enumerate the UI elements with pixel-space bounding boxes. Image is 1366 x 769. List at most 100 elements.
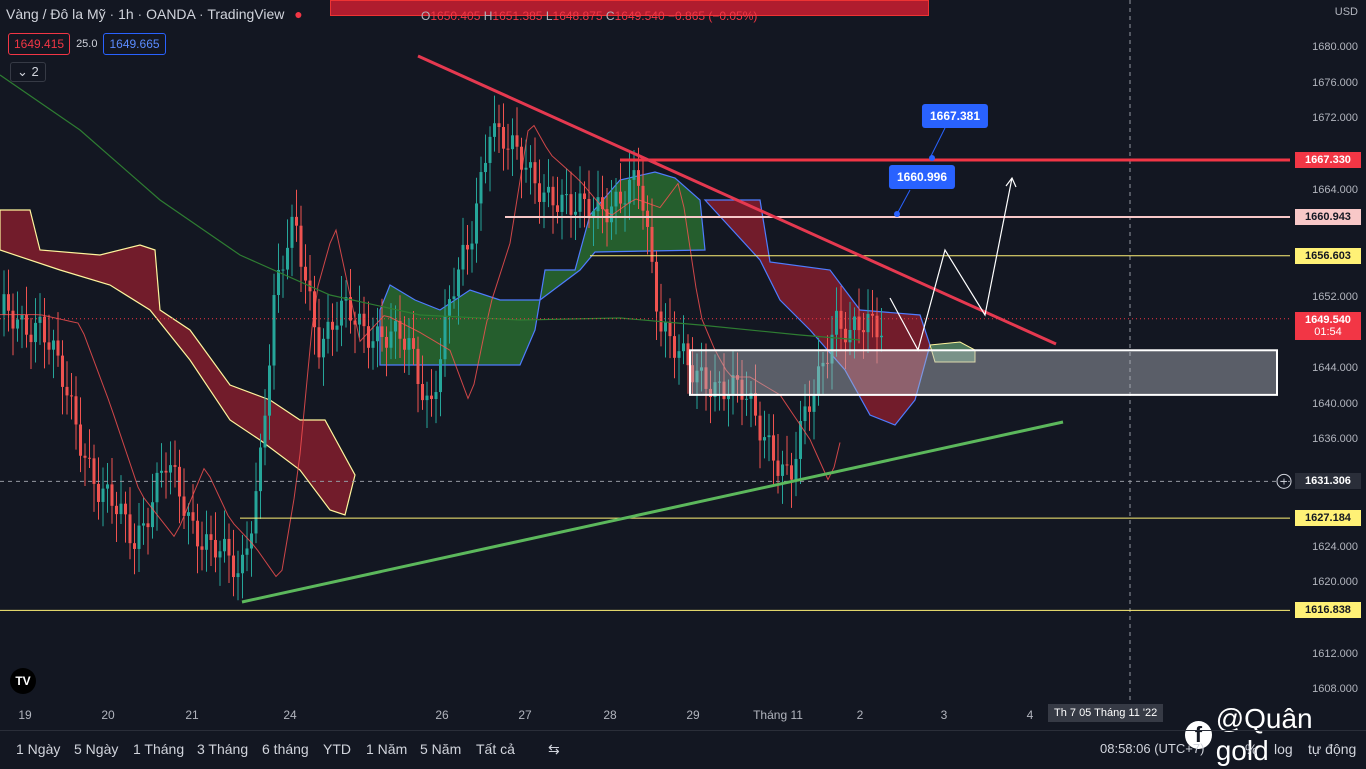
candle-body	[394, 320, 397, 332]
candle-body	[772, 435, 775, 461]
candle-body	[362, 313, 366, 327]
auto-toggle[interactable]: tự động	[1308, 741, 1357, 757]
candle-body	[160, 470, 163, 473]
candle-body	[461, 244, 465, 270]
candle-body	[502, 127, 505, 149]
candle-body	[479, 172, 483, 204]
candle-body	[830, 334, 834, 364]
timeframe[interactable]: 1h	[118, 6, 134, 22]
candle-body	[241, 554, 244, 574]
price-tick: 1680.000	[1312, 41, 1358, 53]
candle-body	[614, 191, 618, 207]
time-tick: 24	[283, 708, 297, 722]
price-chart[interactable]: +	[0, 0, 1366, 730]
candle-body	[650, 226, 654, 262]
bottom-toolbar: 1 Ngày 5 Ngày 1 Tháng 3 Tháng 6 tháng YTD 1 Nă…	[0, 730, 1366, 769]
candle-body	[875, 315, 879, 338]
candle-body	[151, 502, 154, 528]
callout-high[interactable]: 1667.381	[921, 104, 989, 128]
price-tag[interactable]: 1631.306	[1295, 473, 1361, 490]
platform: TradingView	[207, 6, 285, 22]
tradingview-logo-icon[interactable]: TV	[10, 668, 36, 694]
candle-body	[835, 310, 838, 335]
callout-mid[interactable]: 1660.996	[888, 165, 956, 189]
candle-body	[227, 538, 231, 556]
candle-body	[128, 514, 132, 544]
sell-button[interactable]: 1649.415	[8, 33, 71, 55]
price-tag[interactable]: 1616.838	[1295, 602, 1361, 619]
candle-body	[299, 225, 303, 267]
range-button[interactable]: Tất cả	[476, 741, 515, 757]
clock[interactable]: 08:58:06 (UTC+7)	[1100, 741, 1205, 756]
candle-body	[232, 555, 235, 578]
moving-average-red	[0, 124, 841, 578]
candle-body	[592, 211, 595, 219]
price-tag-value: 1616.838	[1305, 604, 1351, 617]
candle-body	[218, 551, 222, 558]
candle-body	[785, 464, 789, 466]
price-tag[interactable]: 1667.330	[1295, 152, 1361, 169]
candle-body	[200, 546, 204, 550]
candle-body	[286, 247, 289, 270]
candle-body	[587, 199, 591, 219]
log-toggle[interactable]: log	[1274, 741, 1293, 757]
market-dot-icon: ●	[294, 6, 303, 22]
range-button[interactable]: 1 Tháng	[133, 741, 185, 757]
candle-body	[619, 191, 622, 204]
candle-body	[214, 539, 217, 558]
price-tag[interactable]: 1649.540 01:54	[1295, 311, 1361, 340]
price-tag[interactable]: 1627.184	[1295, 510, 1361, 527]
candle-body	[295, 216, 298, 226]
time-axis[interactable]: 19 20 21 24 26 27 28 29 Tháng 11 2 3 4	[0, 700, 1290, 728]
range-button[interactable]: YTD	[323, 741, 351, 757]
price-tag-value: 1627.184	[1305, 512, 1351, 525]
candle-body	[182, 496, 186, 516]
callout-anchor	[929, 155, 935, 161]
price-tick: 1608.000	[1312, 683, 1358, 696]
candle-body	[484, 162, 487, 173]
cloud-green-future	[929, 341, 976, 363]
candle-body	[110, 484, 114, 506]
buy-button[interactable]: 1649.665	[103, 33, 166, 55]
candle-body	[376, 326, 379, 342]
indicators-toggle[interactable]: ⌄ 2	[10, 62, 46, 82]
candle-body	[862, 330, 865, 333]
add-alert-icon	[1276, 473, 1292, 489]
range-button[interactable]: 1 Năm	[366, 741, 408, 757]
currency-label[interactable]: USD	[1334, 6, 1358, 18]
spread: 25.0	[76, 38, 98, 50]
quote-row: 1649.415 25.0 1649.665	[8, 33, 166, 55]
callout-connector	[896, 189, 911, 215]
candle-body	[866, 313, 870, 333]
range-button[interactable]: 6 tháng	[262, 741, 309, 757]
range-button[interactable]: 3 Tháng	[197, 741, 249, 757]
time-tick: 3	[940, 708, 948, 722]
range-button[interactable]: 1 Ngày	[16, 741, 61, 757]
candle-body	[551, 186, 555, 206]
range-button[interactable]: 5 Ngày	[74, 741, 119, 757]
date-range-icon[interactable]: ⇆	[548, 741, 560, 757]
candle-body	[97, 483, 100, 502]
price-tag-value: 1667.330	[1305, 154, 1351, 167]
price-tag-value: 1631.306	[1305, 475, 1351, 488]
candle-body	[74, 396, 78, 425]
candle-body	[790, 465, 793, 480]
candle-body	[412, 338, 415, 349]
percent-toggle[interactable]: %	[1245, 741, 1258, 757]
price-tag[interactable]: 1656.603	[1295, 247, 1361, 264]
candle-body	[29, 334, 33, 343]
candle-body	[268, 365, 271, 416]
time-tick: 27	[518, 708, 532, 722]
symbol-header[interactable]: Vàng / Đô la Mỹ · 1h · OANDA · TradingVi…	[6, 6, 758, 23]
candle-body	[65, 386, 69, 396]
candle-body	[187, 512, 190, 516]
candle-body	[245, 548, 249, 555]
candle-body	[290, 216, 294, 248]
range-button[interactable]: 5 Năm	[420, 741, 462, 757]
candle-body	[137, 525, 141, 549]
candle-body	[407, 338, 411, 350]
price-axis[interactable]: USD	[1294, 0, 1366, 700]
downtrend-line	[417, 54, 1057, 346]
candle-body	[25, 314, 28, 335]
price-tag[interactable]: 1660.943	[1295, 208, 1361, 225]
